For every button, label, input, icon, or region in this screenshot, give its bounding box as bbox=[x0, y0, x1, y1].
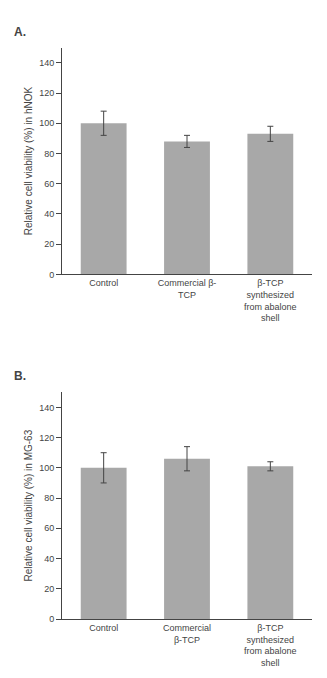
svg-text:140: 140 bbox=[39, 58, 54, 68]
svg-text:60: 60 bbox=[44, 179, 54, 189]
svg-text:Relative cell viability (%) in: Relative cell viability (%) in MG-63 bbox=[23, 429, 34, 581]
svg-text:100: 100 bbox=[39, 463, 54, 473]
svg-text:A.: A. bbox=[14, 25, 26, 39]
svg-text:Control: Control bbox=[89, 623, 118, 633]
svg-text:0: 0 bbox=[49, 270, 54, 280]
svg-text:β-TCPsynthesizedfrom abalonesh: β-TCPsynthesizedfrom abaloneshell bbox=[244, 623, 297, 668]
svg-text:100: 100 bbox=[39, 118, 54, 128]
svg-text:20: 20 bbox=[44, 584, 54, 594]
svg-text:120: 120 bbox=[39, 433, 54, 443]
svg-text:80: 80 bbox=[44, 149, 54, 159]
svg-text:0: 0 bbox=[49, 614, 54, 624]
svg-text:80: 80 bbox=[44, 493, 54, 503]
svg-text:Relative cell viability (%) in: Relative cell viability (%) in hNOK bbox=[23, 87, 34, 236]
svg-text:β-TCPsynthesizedfrom abalonesh: β-TCPsynthesizedfrom abaloneshell bbox=[244, 278, 297, 323]
svg-text:60: 60 bbox=[44, 523, 54, 533]
svg-text:Control: Control bbox=[89, 278, 118, 288]
svg-text:Commercialβ-TCP: Commercialβ-TCP bbox=[163, 623, 211, 645]
svg-text:Commercial β-TCP: Commercial β-TCP bbox=[158, 278, 217, 300]
svg-text:40: 40 bbox=[44, 554, 54, 564]
svg-text:40: 40 bbox=[44, 209, 54, 219]
svg-text:B.: B. bbox=[14, 369, 26, 383]
svg-text:140: 140 bbox=[39, 403, 54, 413]
svg-text:120: 120 bbox=[39, 88, 54, 98]
svg-text:20: 20 bbox=[44, 239, 54, 249]
